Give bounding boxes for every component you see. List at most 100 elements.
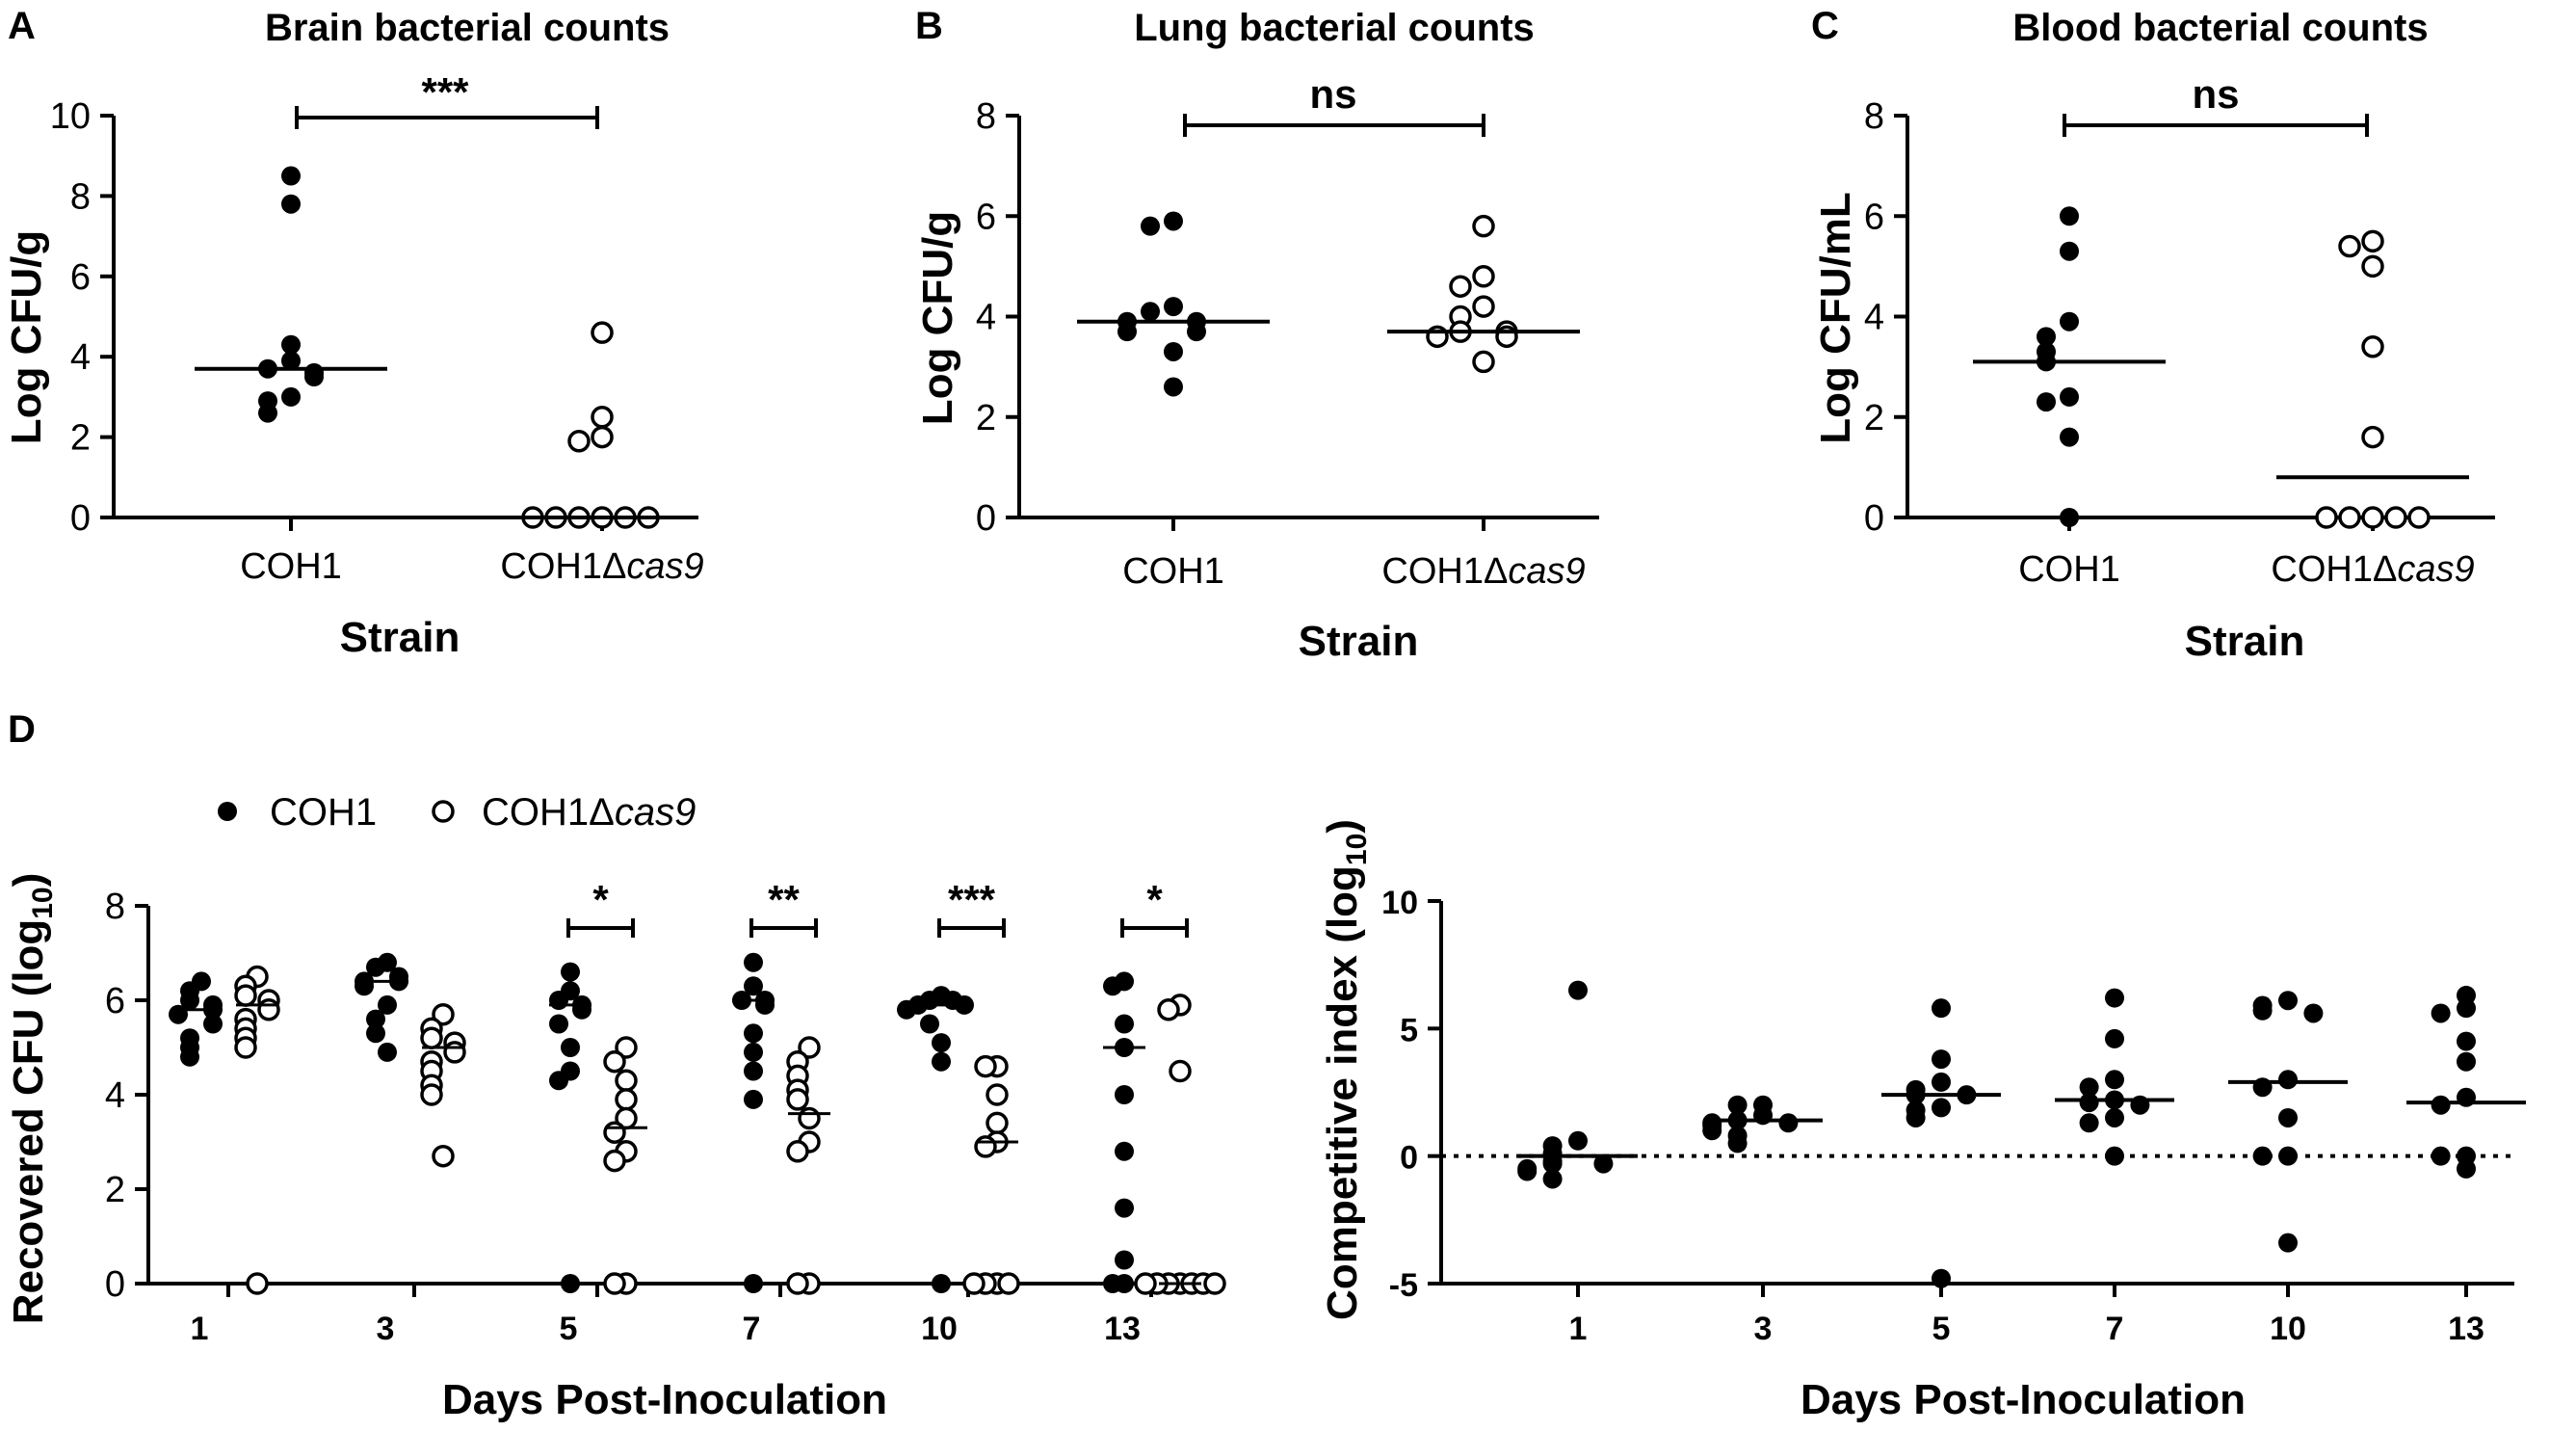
panel-d-point-coh1-day7-0 — [744, 952, 763, 972]
panel-d-point-coh1-day3-8 — [366, 1023, 385, 1044]
panel-a-point-dcas9-3 — [567, 430, 591, 453]
panel-d-point-coh1-day3-9 — [378, 1042, 397, 1062]
panel-b-significance: ns — [1309, 71, 1356, 117]
panel-d-point-dcas9-day7-0 — [798, 1036, 821, 1059]
panel-e-x-label: Days Post-Inoculation — [1801, 1376, 2246, 1423]
panel-a-point-coh1-7 — [281, 386, 301, 407]
panel-e-point-day7-8 — [2079, 1113, 2099, 1133]
panel-d-point-dcas9-day3-8 — [420, 1083, 443, 1106]
panel-e-x-tick-label-2: 5 — [1932, 1311, 1951, 1347]
panel-e-point-day5-1 — [1932, 1049, 1951, 1070]
panel-c-point-dcas9-8 — [2315, 506, 2338, 529]
panel-a-point-coh1-0 — [281, 166, 301, 186]
panel-e-point-day3-1 — [1727, 1095, 1748, 1115]
panel-c-point-dcas9-7 — [2384, 506, 2407, 529]
panel-c-point-coh1-6 — [2060, 386, 2079, 407]
panel-d-x-tick-label-1: 3 — [377, 1311, 395, 1347]
panel-d-point-coh1-day1-5 — [169, 1004, 188, 1024]
panel-c-point-coh1-3 — [2037, 327, 2056, 347]
panel-e-point-day13-6 — [2431, 1095, 2451, 1115]
panel-e-point-day13-2 — [2431, 1003, 2451, 1023]
panel-d-point-dcas9-day10-2 — [986, 1083, 1009, 1106]
panel-e-point-day1-0 — [1568, 980, 1588, 1000]
panel-a-point-coh1-6 — [304, 367, 324, 387]
panel-d: D Recovered CFU (log10) Days Post-Inocul… — [5, 708, 887, 1423]
panel-d-point-coh1-day5-0 — [561, 962, 580, 982]
panel-b-y-tick-label-1: 2 — [976, 398, 996, 438]
panel-b-y-tick-label-3: 6 — [976, 197, 996, 237]
panel-b-letter: B — [915, 5, 943, 47]
panel-c-point-dcas9-6 — [2338, 506, 2361, 529]
panel-c-point-dcas9-0 — [2361, 229, 2384, 253]
panel-d-point-coh1-day5-2 — [549, 991, 568, 1010]
panel-b-point-coh1-7 — [1117, 322, 1137, 342]
panel-e-point-day13-1 — [2457, 998, 2476, 1019]
panel-b-point-coh1-3 — [1141, 302, 1160, 322]
panel-e-y-tick-label-3: 10 — [1381, 885, 1418, 921]
panel-d-point-dcas9-day3-9 — [432, 1144, 455, 1168]
panel-c-y-tick-label-4: 8 — [1864, 96, 1884, 137]
panel-c-point-dcas9-2 — [2361, 254, 2384, 278]
panel-e-point-day10-0 — [2278, 991, 2298, 1011]
panel-d-point-coh1-day10-5 — [897, 999, 916, 1020]
panel-d-point-dcas9-day1-9 — [246, 1272, 269, 1295]
panel-b-point-dcas9-0 — [1472, 214, 1495, 238]
panel-d-point-dcas9-day5-7 — [603, 1149, 626, 1173]
panel-b-point-coh1-2 — [1164, 297, 1183, 317]
panel-e-point-day7-2 — [2105, 1070, 2124, 1090]
panel-d-point-dcas9-day1-4 — [257, 998, 280, 1021]
panel-e-point-day1-6 — [1593, 1154, 1614, 1174]
panel-e-x-tick-label-5: 13 — [2448, 1311, 2484, 1347]
panel-e: Competitive index (log10) Days Post-Inoc… — [1319, 819, 2246, 1423]
panel-e-y-tick-label-1: 0 — [1400, 1140, 1418, 1177]
legend-label-coh1: COH1 — [270, 791, 377, 834]
panel-e-point-day10-3 — [2303, 1003, 2324, 1023]
panel-b-point-dcas9-3 — [1472, 295, 1495, 318]
panel-e-point-day7-5 — [2079, 1093, 2099, 1113]
panel-b-x-label: Strain — [1299, 618, 1419, 665]
panel-e-point-day5-0 — [1932, 998, 1951, 1019]
panel-d-point-dcas9-day7-7 — [786, 1140, 809, 1163]
panel-a-significance: *** — [421, 69, 469, 115]
panel-d-point-coh1-day1-6 — [203, 1014, 223, 1034]
panel-b: B Lung bacterial counts Log CFU/g Strain… — [914, 5, 1586, 665]
panel-d-x-tick-label-4: 10 — [921, 1311, 958, 1347]
panel-c-x-tick-1: COH1Δcas9 — [2271, 549, 2474, 590]
panel-d-point-coh1-day13-1 — [1103, 976, 1122, 996]
panel-a: A Brain bacterial counts Log CFU/g Strai… — [3, 5, 704, 661]
panel-d-point-dcas9-day3-2 — [420, 1026, 443, 1049]
panel-e-point-day3-9 — [1727, 1133, 1748, 1154]
panel-a-point-dcas9-1 — [591, 406, 614, 429]
panel-d-point-coh1-day13-9 — [1103, 1274, 1122, 1293]
panel-e-point-day10-8 — [2252, 1146, 2273, 1166]
panel-b-point-coh1-0 — [1164, 211, 1183, 231]
panel-a-y-tick-label-2: 4 — [70, 337, 91, 378]
panel-b-point-coh1-9 — [1164, 377, 1183, 397]
panel-d-significance-3: ** — [768, 877, 800, 922]
panel-e-point-day7-9 — [2105, 1146, 2124, 1166]
panel-c: C Blood bacterial counts Log CFU/mL Stra… — [1811, 5, 2475, 665]
panel-d-y-tick-label-1: 2 — [105, 1170, 125, 1210]
panel-a-y-tick-label-5: 10 — [50, 96, 91, 137]
panel-e-point-day7-7 — [2105, 1107, 2124, 1127]
panel-d-point-coh1-day7-8 — [744, 1089, 763, 1109]
panel-e-point-day13-3 — [2457, 1031, 2476, 1051]
panel-c-x-tick-0: COH1 — [2018, 549, 2120, 590]
panel-b-point-coh1-6 — [1187, 322, 1206, 342]
panel-b-y-tick-label-0: 0 — [976, 498, 996, 539]
panel-e-point-day1-8 — [1517, 1161, 1538, 1181]
panel-e-point-day1-9 — [1542, 1169, 1563, 1189]
panel-b-y-tick-label-4: 8 — [976, 96, 996, 137]
panel-d-point-coh1-day5-5 — [549, 1014, 568, 1034]
panel-d-y-tick-label-2: 4 — [105, 1075, 125, 1116]
panel-e-point-day10-9 — [2278, 1233, 2298, 1253]
panel-d-point-dcas9-day5-2 — [615, 1069, 638, 1093]
panel-b-title: Lung bacterial counts — [1134, 7, 1535, 49]
panel-c-y-tick-label-2: 4 — [1864, 298, 1884, 338]
panel-d-point-coh1-day1-9 — [180, 1047, 199, 1067]
panel-b-y-tick-label-2: 4 — [976, 298, 996, 338]
panel-d-significance-4: *** — [948, 877, 996, 922]
panel-e-point-day1-5 — [1542, 1154, 1563, 1174]
panel-e-point-day10-4 — [2278, 1070, 2298, 1090]
panel-d-point-dcas9-day1-2 — [234, 984, 257, 1007]
